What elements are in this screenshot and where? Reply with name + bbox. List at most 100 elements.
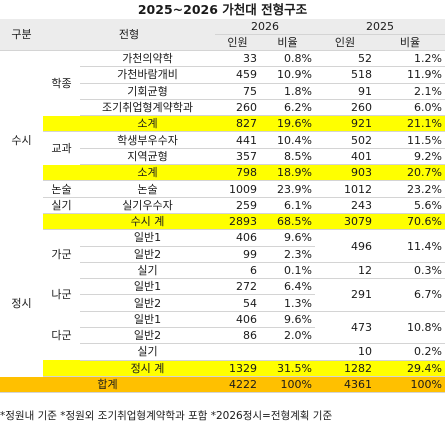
cell-n25: 12 <box>315 262 375 280</box>
table-row: 수시 학종 가천의약학 33 0.8% 52 1.2% <box>0 50 445 147</box>
cell-p25: 0.2% <box>375 343 445 361</box>
table-row: 나군 일반1 272 6.4% 291 6.7% <box>0 278 445 312</box>
row-name: 일반2 <box>80 246 215 263</box>
cell-p26: 1.3% <box>260 294 315 312</box>
table-row: 다군 일반1 406 9.6% 473 10.8% <box>0 311 445 345</box>
cell-n25-merged: 291 <box>315 278 375 312</box>
cell-n25: 10 <box>315 343 375 361</box>
row-name: 학생부우수자 <box>80 131 215 149</box>
row-name: 일반1 <box>80 229 215 247</box>
cell-p25-merged: 10.8% <box>375 311 445 345</box>
cell-n26: 272 <box>215 278 260 296</box>
row-name: 기회균형 <box>80 83 215 100</box>
cell-n26: 406 <box>215 311 260 329</box>
cell-n26: 260 <box>215 99 260 117</box>
cell-p26: 10.4% <box>260 131 315 149</box>
cell-p26: 1.8% <box>260 83 315 100</box>
table-row: 정시 가군 일반1 406 9.6% 496 11.4% <box>0 229 445 310</box>
table-row: 실기 6 0.1% 12 0.3% <box>0 262 445 280</box>
cell-p25: 5.6% <box>375 197 445 214</box>
cell-p25: 11.5% <box>375 131 445 149</box>
row-name: 실기 <box>80 343 215 361</box>
cell-p26 <box>260 343 315 361</box>
cell-p25: 23.2% <box>375 180 445 198</box>
table-row: 조기취업형계약학과 260 6.2% 260 6.0% <box>0 99 445 117</box>
cell-n26: 441 <box>215 131 260 149</box>
cell-n25: 1012 <box>315 180 375 198</box>
cell-n26: 99 <box>215 246 260 263</box>
cell-p26: 0.8% <box>260 50 315 68</box>
cell-p25: 0.3% <box>375 262 445 280</box>
cell-p26: 68.5% <box>260 213 315 231</box>
cell-p26: 2.3% <box>260 246 315 263</box>
cell-n25: 921 <box>315 115 375 133</box>
cell-p25: 1.2% <box>375 50 445 68</box>
table-row: 일반2 99 2.3% <box>0 246 445 263</box>
row-name: 실기 <box>80 262 215 280</box>
cell-p25: 70.6% <box>375 213 445 231</box>
subtotal-pad <box>43 360 80 377</box>
footnote: *정원내 기준 *정원외 조기취업형계약학과 포함 *2026정시=전형계획 기… <box>0 410 333 422</box>
subtotal-row: 소계 827 19.6% 921 21.1% <box>0 115 445 133</box>
table-row: 실기 10 0.2% <box>0 343 445 361</box>
header-row-2: 인원 비율 인원 비율 <box>0 34 445 51</box>
row-name: 일반1 <box>80 278 215 296</box>
row-name: 소계 <box>80 115 215 133</box>
cell-n26: 459 <box>215 66 260 84</box>
total-row-jeongsi: 정시 계 1329 31.5% 1282 29.4% <box>0 360 445 377</box>
cell-n25: 1282 <box>315 360 375 377</box>
cell-p26: 6.2% <box>260 99 315 117</box>
row-name: 가천의약학 <box>80 50 215 68</box>
cell-p26: 6.1% <box>260 197 315 214</box>
header-row-1: 구분 전형 2026 2025 <box>0 19 445 51</box>
cell-p25: 29.4% <box>375 360 445 377</box>
cell-p26: 31.5% <box>260 360 315 377</box>
group-hakjong: 학종 <box>51 76 72 90</box>
table-row: 지역균형 357 8.5% 401 9.2% <box>0 148 445 166</box>
header-gubun: 구분 <box>0 19 43 51</box>
cell-n26: 75 <box>215 83 260 100</box>
row-name: 가천바람개비 <box>80 66 215 84</box>
group-na: 나군 <box>51 288 72 302</box>
header-jeonhyeong: 전형 <box>43 19 215 51</box>
cell-p25: 9.2% <box>375 148 445 166</box>
cell-p26: 23.9% <box>260 180 315 198</box>
header-inwon-2025: 인원 <box>315 34 375 51</box>
cell-p26: 9.6% <box>260 229 315 247</box>
cell-n26: 1329 <box>215 360 260 377</box>
header-2025: 2025 <box>315 19 445 35</box>
row-name: 논술 <box>80 180 215 198</box>
cell-n25-merged: 496 <box>315 229 375 263</box>
group-ga: 가군 <box>51 247 72 261</box>
group-gyogwa: 교과 <box>51 142 72 156</box>
cell-p25: 21.1% <box>375 115 445 133</box>
subtotal-row: 소계 798 18.9% 903 20.7% <box>0 164 445 182</box>
cell-p25: 20.7% <box>375 164 445 182</box>
cell-p26: 6.4% <box>260 278 315 296</box>
grand-total-row: 합계 4222 100% 4361 100% <box>0 376 445 394</box>
cell-p25: 11.9% <box>375 66 445 84</box>
cell-p25: 2.1% <box>375 83 445 100</box>
group-silgi: 실기 <box>43 197 80 214</box>
cell-n26: 54 <box>215 294 260 312</box>
cell-n25: 502 <box>315 131 375 149</box>
row-name: 일반1 <box>80 311 215 329</box>
admission-table: 구분 전형 2026 2025 인원 비율 인원 비율 수시 학종 가천의약학 … <box>0 19 445 394</box>
cell-p26: 2.0% <box>260 327 315 345</box>
cell-p26: 9.6% <box>260 311 315 329</box>
cell-n25: 4361 <box>315 376 375 394</box>
row-name: 일반2 <box>80 327 215 345</box>
table-row: 일반2 54 1.3% <box>0 294 445 312</box>
subtotal-pad <box>43 115 80 133</box>
cell-p25: 6.0% <box>375 99 445 117</box>
cell-p25: 100% <box>375 376 445 394</box>
cell-p26: 18.9% <box>260 164 315 182</box>
table-row: 일반2 86 2.0% <box>0 327 445 345</box>
header-2026: 2026 <box>215 19 315 35</box>
header-biyul-2025: 비율 <box>375 34 445 51</box>
cell-n26 <box>215 343 260 361</box>
cell-n25: 903 <box>315 164 375 182</box>
cell-p25-merged: 11.4% <box>375 229 445 263</box>
group-nonsul: 논술 <box>43 180 80 198</box>
cell-n26: 86 <box>215 327 260 345</box>
